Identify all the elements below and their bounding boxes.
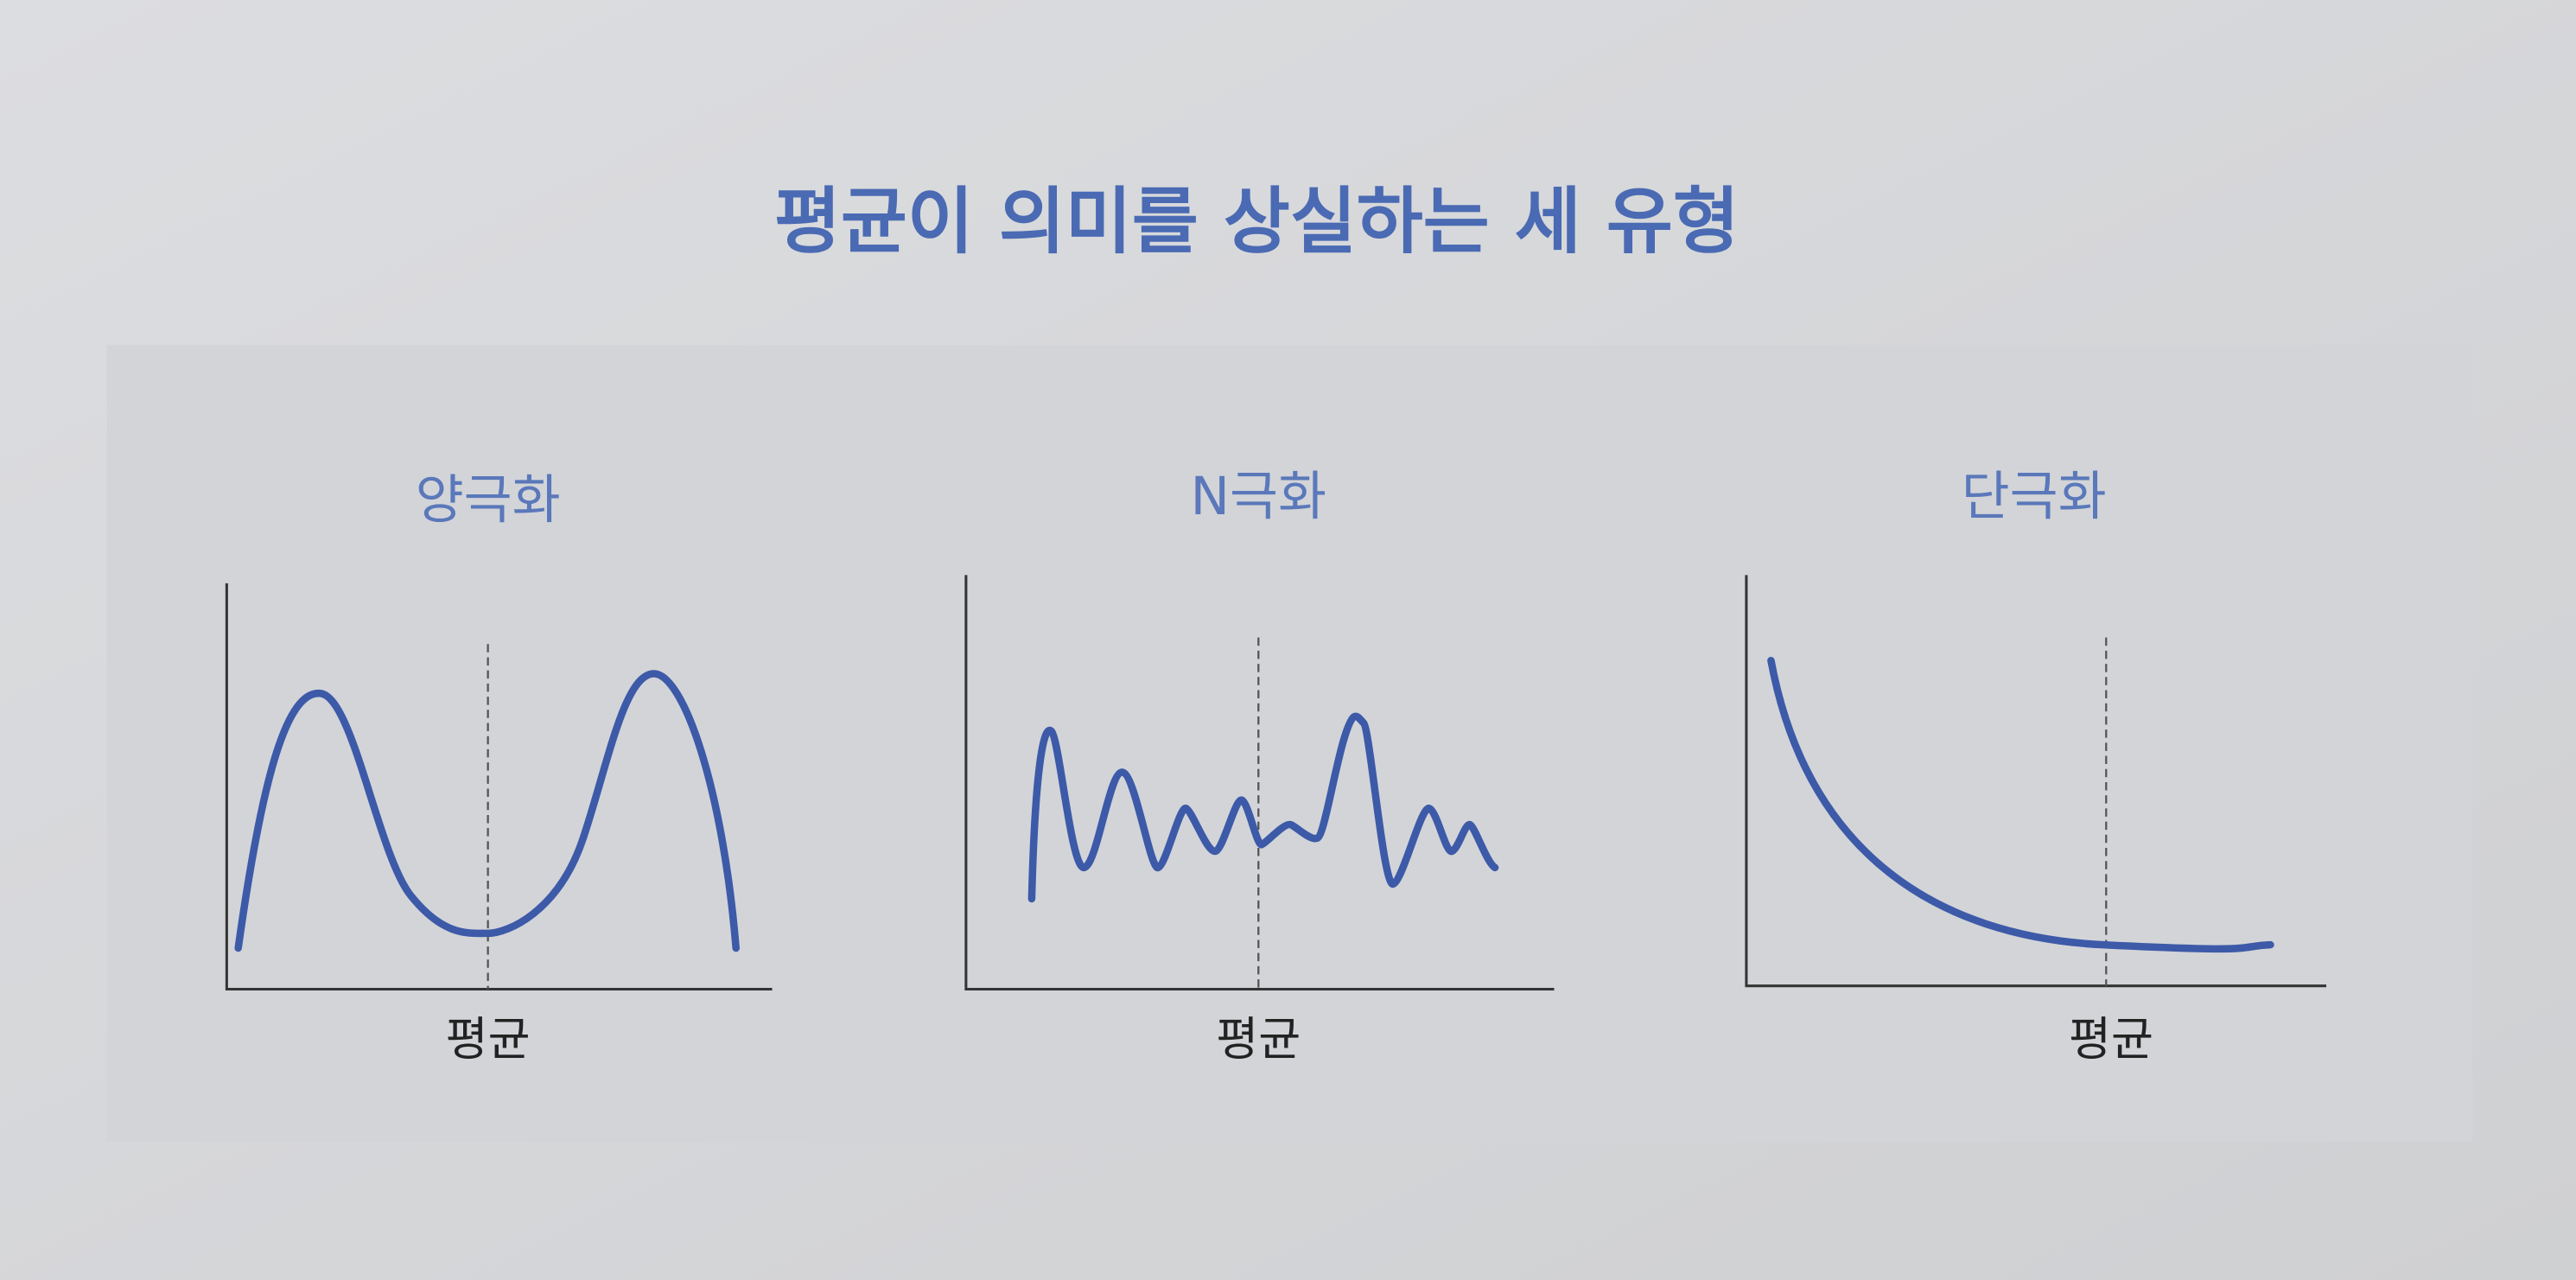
panel-label: N극화 <box>1191 467 1326 527</box>
title: 평균이 의미를 상실하는 세 유형 <box>774 179 1740 264</box>
figure-box <box>106 345 2473 1143</box>
axes <box>225 583 773 991</box>
panel-label: 양극화 <box>416 470 561 531</box>
distribution-curve <box>1767 656 2274 953</box>
axis-label: 평균 <box>446 1013 531 1067</box>
distribution-curve <box>1027 712 1499 903</box>
panel-label: 단극화 <box>1962 467 2107 527</box>
axis-label: 평균 <box>2069 1013 2153 1067</box>
axes <box>964 575 1555 991</box>
distribution-curve <box>234 670 740 952</box>
axes <box>1745 575 2327 988</box>
axis-label: 평균 <box>1216 1013 1301 1067</box>
